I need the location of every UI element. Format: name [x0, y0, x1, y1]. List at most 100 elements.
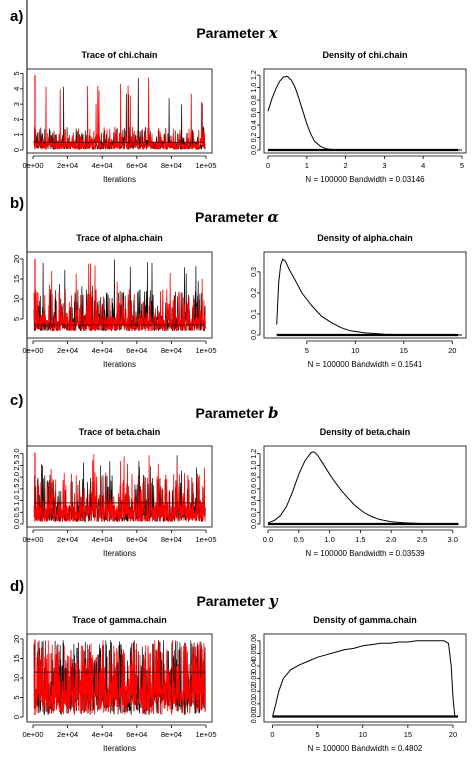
trace-title-b: Trace of alpha.chain [76, 233, 163, 243]
trace-line-a-red [33, 77, 206, 151]
density-y-tick-label-a: 0.2 [251, 133, 258, 143]
panel-title-c-prefix: Parameter [195, 405, 265, 421]
density-c-x-tick-label: 2.0 [386, 535, 396, 544]
density-title-c: Density of beta.chain [320, 427, 411, 437]
density-y-tick-label-d: 0.03 [251, 672, 258, 686]
trace-d-x-tick-label: 1e+05 [195, 730, 216, 739]
density-a-x-tick-label: 2 [344, 161, 348, 170]
panel-title-b-prefix: Parameter [195, 209, 264, 225]
density-y-tick-label-b: 0.1 [251, 309, 258, 319]
trace-xlabel-d: Iterations [103, 744, 136, 753]
trace-c-x-tick-label: 4e+04 [92, 535, 113, 544]
density-note-d: N = 100000 Bandwidth = 0.4802 [308, 744, 423, 753]
density-y-tick-label-a: 0.8 [251, 95, 258, 105]
trace-line-c-red [33, 454, 206, 523]
trace-y-tick-label-c: 2.0 [12, 472, 21, 482]
density-y-tick-label-a: 0.6 [251, 108, 258, 118]
density-a-x-tick-label: 0 [266, 161, 270, 170]
density-y-tick-label-c: 0.6 [251, 484, 258, 494]
density-c-x-tick-label: 0.5 [294, 535, 304, 544]
trace-a-x-tick-label: 2e+04 [57, 161, 78, 170]
density-y-tick-label-d: 0.01 [251, 697, 258, 711]
density-frame-a [263, 68, 467, 154]
trace-y-tick-label-b: 10 [12, 295, 21, 303]
trace-a-x-tick-label: 8e+04 [161, 161, 182, 170]
density-curve-b [276, 258, 463, 336]
density-a-x-tick-label: 4 [421, 161, 425, 170]
trace-d-x-tick-label: 0e+00 [22, 730, 43, 739]
trace-y-tick-label-d: 0 [12, 715, 21, 719]
trace-xlabel-c: Iterations [103, 549, 136, 558]
trace-y-tick-label-c: 2.5 [12, 460, 21, 470]
density-y-tick-label-d: 0.06 [251, 634, 258, 648]
density-d-x-tick-label: 20 [449, 730, 457, 739]
trace-y-tick-label-a: 3 [12, 102, 21, 106]
panel-title-c: Parameter b [0, 404, 474, 422]
density-d-x-tick-label: 5 [316, 730, 320, 739]
trace-c-x-tick-label: 2e+04 [57, 535, 78, 544]
density-y-tick-label-c: 0.0 [251, 519, 258, 529]
panel-title-c-symbol: b [267, 404, 279, 422]
trace-c-x-tick-label: 1e+05 [195, 535, 216, 544]
density-note-b: N = 100000 Bandwidth = 0.1541 [308, 360, 423, 369]
trace-b-x-tick-label: 8e+04 [161, 346, 182, 355]
density-a-x-tick-label: 1 [305, 161, 309, 170]
panel-title-d-prefix: Parameter [196, 593, 265, 609]
density-y-tick-label-a: 0.0 [251, 145, 258, 155]
density-frame-b [263, 251, 467, 339]
density-d-x-tick-label: 10 [359, 730, 367, 739]
trace-y-tick-label-a: 1 [12, 133, 21, 137]
trace-a-x-tick-label: 0e+00 [22, 161, 43, 170]
trace-b-x-tick-label: 4e+04 [92, 346, 113, 355]
density-frame-d [263, 633, 467, 723]
panel-title-a-prefix: Parameter [196, 25, 265, 41]
trace-y-tick-label-c: 0.0 [12, 519, 21, 529]
panel-label-c: c) [10, 392, 24, 409]
trace-line-d-red [33, 640, 206, 716]
trace-b-x-tick-label: 2e+04 [57, 346, 78, 355]
trace-c-x-tick-label: 0e+00 [22, 535, 43, 544]
trace-b-x-tick-label: 1e+05 [195, 346, 216, 355]
trace-title-d: Trace of gamma.chain [72, 615, 167, 625]
panel-title-a: Parameter x [0, 24, 474, 42]
density-b-x-tick-label: 20 [448, 346, 456, 355]
density-y-tick-label-a: 1.2 [251, 70, 258, 80]
density-frame-c [263, 445, 467, 528]
density-y-tick-label-b: 0.2 [251, 288, 258, 298]
density-y-tick-label-a: 1.0 [251, 83, 258, 93]
panel-label-d: d) [10, 578, 25, 595]
trace-y-tick-label-a: 5 [12, 71, 21, 75]
density-y-tick-label-c: 1.0 [251, 460, 258, 470]
density-note-c: N = 100000 Bandwidth = 0.03539 [305, 549, 425, 558]
density-y-tick-label-b: 0.0 [251, 330, 258, 340]
trace-y-tick-label-b: 5 [12, 317, 21, 321]
panel-title-d-symbol: y [268, 592, 278, 610]
trace-y-tick-label-c: 3.0 [12, 448, 21, 458]
density-title-b: Density of alpha.chain [317, 233, 413, 243]
density-y-tick-label-c: 1.2 [251, 449, 258, 459]
trace-y-tick-label-c: 0.5 [12, 507, 21, 517]
trace-a-x-tick-label: 1e+05 [195, 161, 216, 170]
panel-label-b: b) [10, 195, 25, 212]
trace-title-a: Trace of chi.chain [81, 50, 157, 60]
density-a-x-tick-label: 3 [382, 161, 386, 170]
density-curve-a [267, 75, 462, 151]
density-y-tick-label-d: 0.05 [251, 646, 258, 660]
density-b-x-tick-label: 10 [351, 346, 359, 355]
density-y-tick-label-c: 0.2 [251, 507, 258, 517]
trace-y-tick-label-c: 1.0 [12, 495, 21, 505]
density-curve-c [267, 451, 459, 525]
trace-y-tick-label-c: 1.5 [12, 484, 21, 494]
trace-c-x-tick-label: 8e+04 [161, 535, 182, 544]
trace-title-c: Trace of beta.chain [79, 427, 161, 437]
density-y-tick-label-c: 0.8 [251, 472, 258, 482]
trace-b-x-tick-label: 6e+04 [126, 346, 147, 355]
density-y-tick-label-b: 0.3 [251, 267, 258, 277]
density-curve-d [272, 640, 456, 717]
density-c-x-tick-label: 0.0 [263, 535, 273, 544]
panel-title-b: Parameter α [0, 208, 474, 226]
trace-y-tick-label-d: 15 [12, 654, 21, 662]
panel-label-a: a) [10, 8, 24, 25]
density-y-tick-label-d: 0.04 [251, 659, 258, 673]
